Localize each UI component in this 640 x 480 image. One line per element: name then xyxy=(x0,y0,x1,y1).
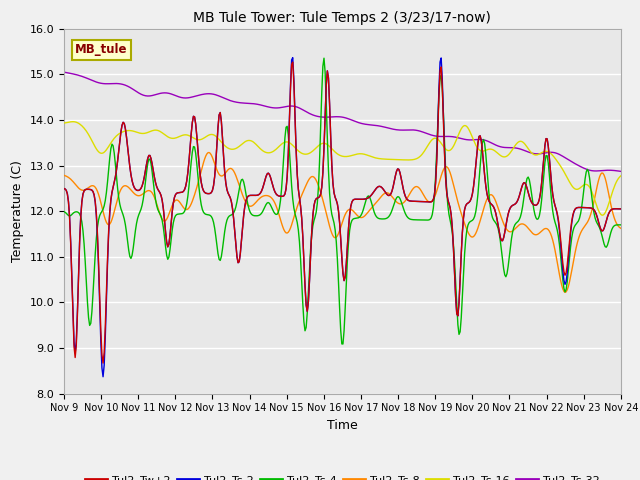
Tul2_Ts-8 xyxy=(617,226,625,231)
Line: Tul2_Tw+2: Tul2_Tw+2 xyxy=(64,62,621,363)
Tul2_Tw+2 xyxy=(394,166,401,172)
X-axis label: Time: Time xyxy=(327,419,358,432)
Tul2_Ts-4 xyxy=(320,55,328,61)
Legend: Tul2_Tw+2, Tul2_Ts-2, Tul2_Ts-4, Tul2_Ts-8, Tul2_Ts-16, Tul2_Ts-32: Tul2_Tw+2, Tul2_Ts-2, Tul2_Ts-4, Tul2_Ts… xyxy=(81,470,604,480)
Tul2_Ts-4 xyxy=(339,341,347,347)
Tul2_Ts-16 xyxy=(329,147,337,153)
Tul2_Ts-8 xyxy=(393,199,401,205)
Line: Tul2_Ts-8: Tul2_Ts-8 xyxy=(64,153,621,292)
Tul2_Ts-8 xyxy=(606,196,614,202)
Tul2_Ts-16 xyxy=(60,120,68,126)
Title: MB Tule Tower: Tule Temps 2 (3/23/17-now): MB Tule Tower: Tule Temps 2 (3/23/17-now… xyxy=(193,11,492,25)
Tul2_Ts-8 xyxy=(205,150,213,156)
Line: Tul2_Ts-32: Tul2_Ts-32 xyxy=(64,72,621,171)
Tul2_Ts-2 xyxy=(519,182,527,188)
Tul2_Ts-4 xyxy=(60,209,68,215)
Text: MB_tule: MB_tule xyxy=(75,43,127,56)
Tul2_Ts-8 xyxy=(362,211,370,217)
Tul2_Ts-8 xyxy=(326,223,333,229)
Tul2_Tw+2 xyxy=(330,190,338,196)
Tul2_Ts-32 xyxy=(516,146,524,152)
Tul2_Tw+2 xyxy=(60,186,68,192)
Line: Tul2_Ts-16: Tul2_Ts-16 xyxy=(64,122,621,215)
Tul2_Ts-2 xyxy=(617,206,625,212)
Tul2_Ts-2 xyxy=(60,186,68,192)
Tul2_Ts-16 xyxy=(518,139,525,144)
Tul2_Ts-8 xyxy=(518,221,525,227)
Y-axis label: Temperature (C): Temperature (C) xyxy=(11,160,24,262)
Tul2_Ts-4 xyxy=(519,204,527,209)
Tul2_Ts-16 xyxy=(69,119,77,125)
Tul2_Ts-2 xyxy=(364,195,371,201)
Tul2_Ts-4 xyxy=(617,222,625,228)
Tul2_Ts-16 xyxy=(326,144,333,149)
Tul2_Ts-4 xyxy=(394,194,401,200)
Tul2_Ts-8 xyxy=(329,233,337,239)
Tul2_Ts-2 xyxy=(99,374,107,380)
Tul2_Tw+2 xyxy=(606,209,614,215)
Tul2_Ts-4 xyxy=(326,190,333,196)
Tul2_Ts-32 xyxy=(604,168,611,173)
Tul2_Ts-8 xyxy=(60,172,68,178)
Tul2_Ts-32 xyxy=(328,114,335,120)
Tul2_Ts-4 xyxy=(364,193,371,199)
Tul2_Ts-16 xyxy=(599,212,607,218)
Tul2_Tw+2 xyxy=(327,133,335,139)
Tul2_Tw+2 xyxy=(519,182,527,188)
Tul2_Tw+2 xyxy=(617,206,625,212)
Tul2_Ts-16 xyxy=(393,157,401,163)
Tul2_Ts-2 xyxy=(330,190,338,196)
Tul2_Ts-16 xyxy=(617,173,625,179)
Tul2_Tw+2 xyxy=(364,195,371,201)
Tul2_Ts-32 xyxy=(392,127,399,132)
Tul2_Ts-32 xyxy=(60,69,68,75)
Tul2_Ts-32 xyxy=(617,168,625,174)
Tul2_Ts-32 xyxy=(362,121,369,127)
Tul2_Tw+2 xyxy=(99,360,107,366)
Tul2_Ts-16 xyxy=(362,152,370,158)
Tul2_Ts-4 xyxy=(606,234,614,240)
Line: Tul2_Ts-4: Tul2_Ts-4 xyxy=(64,58,621,344)
Tul2_Ts-2 xyxy=(394,166,401,172)
Tul2_Ts-8 xyxy=(561,289,569,295)
Tul2_Ts-4 xyxy=(329,216,337,221)
Tul2_Ts-2 xyxy=(606,209,614,215)
Tul2_Ts-2 xyxy=(327,133,335,139)
Line: Tul2_Ts-2: Tul2_Ts-2 xyxy=(64,58,621,377)
Tul2_Ts-32 xyxy=(324,114,332,120)
Tul2_Ts-16 xyxy=(606,198,614,204)
Tul2_Ts-2 xyxy=(289,55,296,60)
Tul2_Tw+2 xyxy=(289,59,296,65)
